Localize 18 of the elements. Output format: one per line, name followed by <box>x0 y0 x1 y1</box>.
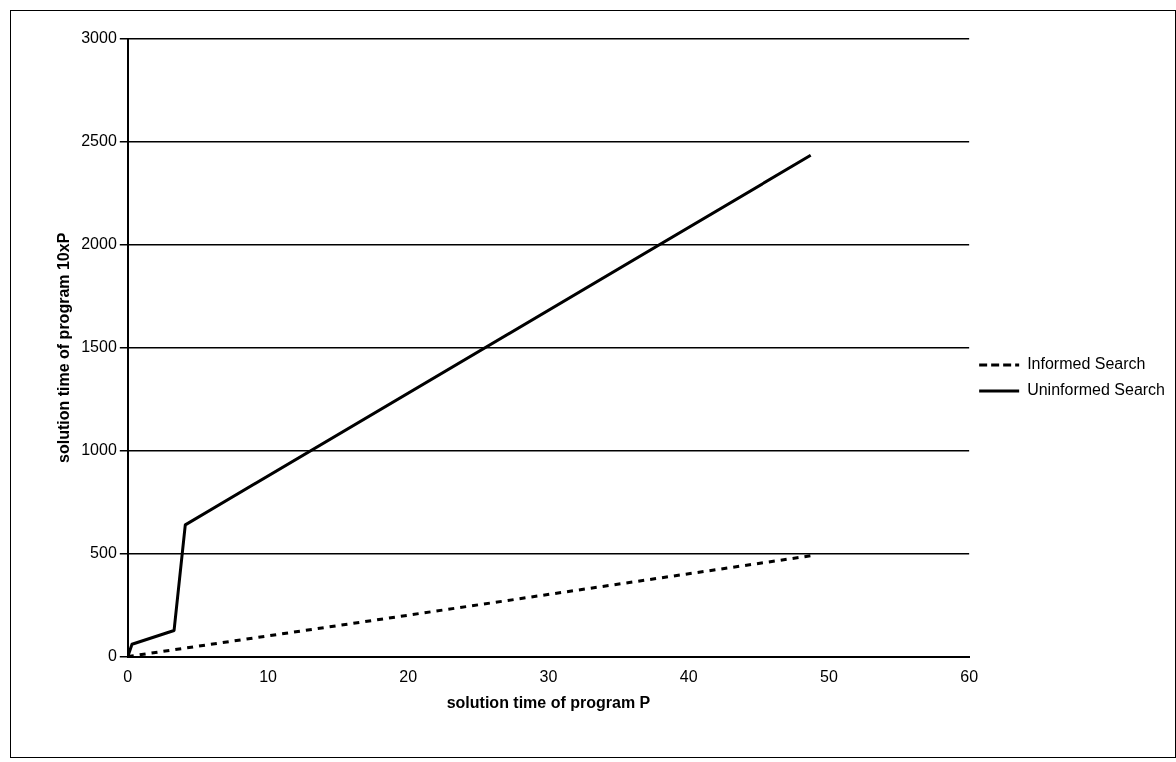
x-tick-label: 60 <box>960 667 979 685</box>
y-tick-label: 2000 <box>81 235 117 253</box>
x-tick-label: 40 <box>679 667 698 685</box>
x-tick-label: 20 <box>399 667 418 685</box>
y-tick-label: 1000 <box>81 441 117 459</box>
y-tick-label: 1500 <box>81 338 117 356</box>
x-tick-label: 0 <box>123 667 133 685</box>
y-tick-label: 0 <box>107 647 117 665</box>
y-tick-label: 2500 <box>81 132 117 150</box>
x-axis-title: solution time of program P <box>446 693 651 711</box>
x-tick-label: 10 <box>259 667 278 685</box>
y-axis-title: solution time of program 10xP <box>55 232 73 463</box>
x-tick-label: 50 <box>820 667 838 685</box>
legend-label: Uninformed Search <box>1027 381 1165 399</box>
y-tick-label: 3000 <box>81 29 117 47</box>
x-tick-label: 30 <box>539 667 558 685</box>
legend-label: Informed Search <box>1027 355 1146 373</box>
y-tick-label: 500 <box>90 544 117 562</box>
